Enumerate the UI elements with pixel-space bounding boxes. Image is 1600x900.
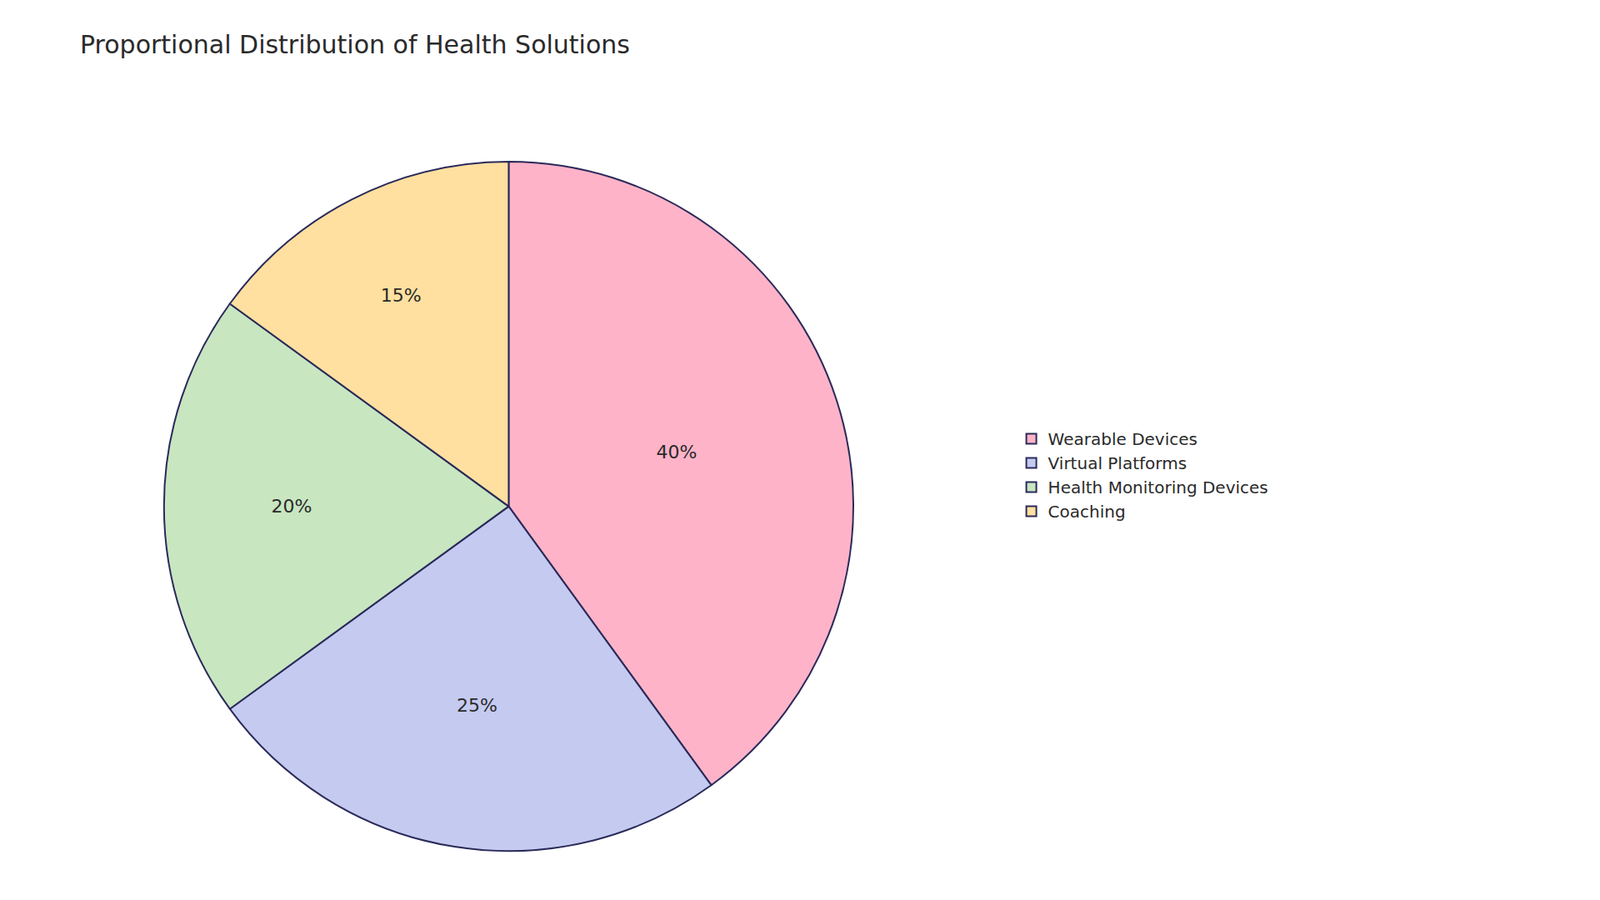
svg-text:Health Monitoring Devices: Health Monitoring Devices — [1048, 477, 1269, 498]
svg-text:Wearable Devices: Wearable Devices — [1048, 429, 1198, 450]
svg-text:Virtual Platforms: Virtual Platforms — [1048, 453, 1187, 474]
svg-text:Proportional Distribution of H: Proportional Distribution of Health Solu… — [80, 30, 630, 60]
svg-text:Coaching: Coaching — [1048, 501, 1126, 522]
svg-text:15%: 15% — [380, 285, 422, 306]
svg-text:40%: 40% — [656, 441, 698, 463]
svg-text:25%: 25% — [456, 695, 498, 716]
svg-text:20%: 20% — [270, 495, 312, 517]
